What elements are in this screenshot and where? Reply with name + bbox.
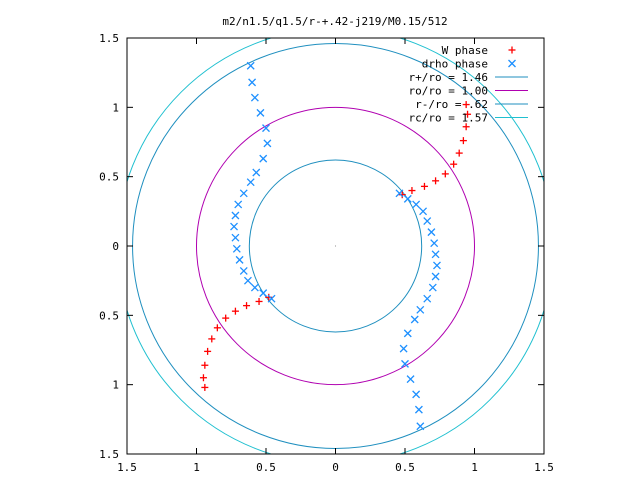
point-s1-2 <box>412 200 421 209</box>
axis-ticks: 1.5 1 0.5 0 0.5 1 1.51.510.500.511.5 <box>99 32 554 474</box>
point-s1-23 <box>250 283 259 292</box>
point-s1-15 <box>399 344 408 353</box>
legend-label-3: ro/ro = 1.00 <box>409 85 488 98</box>
point-s0-9 <box>464 110 472 118</box>
point-s1-11 <box>423 294 432 303</box>
point-s1-0 <box>395 189 404 198</box>
point-s0-1 <box>408 187 416 195</box>
point-s1-18 <box>412 390 421 399</box>
point-s1-9 <box>431 272 440 281</box>
point-s0-11 <box>265 293 273 301</box>
point-s1-26 <box>235 255 244 264</box>
x-tick-label-2: 0.5 <box>256 461 276 474</box>
point-s0-7 <box>459 137 467 145</box>
point-s1-20 <box>416 422 425 431</box>
y-tick-label-5: 1 <box>112 101 119 114</box>
point-s0-21 <box>201 383 209 391</box>
y-tick-label-0: 1.5 <box>99 448 119 461</box>
y-tick-label-6: 1.5 <box>99 32 119 45</box>
point-s1-21 <box>267 294 276 303</box>
point-s0-8 <box>462 123 470 131</box>
y-tick-label-4: 0.5 <box>99 171 119 184</box>
point-s0-0 <box>398 191 406 199</box>
point-s1-5 <box>427 228 436 237</box>
point-s0-14 <box>231 307 239 315</box>
point-s0-4 <box>441 170 449 178</box>
point-s1-8 <box>433 261 441 270</box>
x-tick-label-5: 1 <box>471 461 478 474</box>
legend-label-2: r+/ro = 1.46 <box>409 71 488 84</box>
point-s1-30 <box>231 211 240 220</box>
x-tick-label-3: 0 <box>332 461 339 474</box>
legend-key-1 <box>508 59 516 68</box>
legend-label-5: rc/ro = 1.57 <box>409 112 488 125</box>
x-tick-label-6: 1.5 <box>534 461 554 474</box>
x-tick-label-1: 1 <box>193 461 200 474</box>
point-s0-17 <box>208 335 216 343</box>
point-s0-20 <box>199 374 207 382</box>
point-s1-38 <box>256 108 265 117</box>
point-s1-37 <box>262 124 270 133</box>
point-s0-18 <box>204 347 212 355</box>
point-s1-27 <box>232 244 241 253</box>
point-s1-17 <box>406 375 415 384</box>
chart-title: m2/n1.5/q1.5/r-+.42-j219/M0.15/512 <box>222 15 447 28</box>
point-s1-1 <box>403 194 412 203</box>
y-tick-label-3: 0 <box>112 240 119 253</box>
point-s1-35 <box>259 154 268 163</box>
point-s0-2 <box>420 182 428 190</box>
point-s1-19 <box>414 405 423 414</box>
data-points <box>199 61 472 431</box>
y-tick-label-2: 0.5 <box>99 309 119 322</box>
point-s0-12 <box>255 297 263 305</box>
point-s1-34 <box>252 168 261 177</box>
y-tick-label-1: 1 <box>112 379 119 392</box>
x-tick-label-0: 1.5 <box>117 461 137 474</box>
point-s1-12 <box>416 305 425 314</box>
point-s1-25 <box>239 267 248 275</box>
legend-label-1: drho phase <box>422 58 488 71</box>
point-s0-19 <box>201 361 209 369</box>
point-s0-10 <box>462 101 470 109</box>
point-s1-24 <box>243 276 252 285</box>
circle-1 <box>196 106 475 386</box>
point-s1-16 <box>401 359 409 368</box>
point-s1-39 <box>250 93 259 102</box>
point-s0-6 <box>455 149 463 157</box>
point-s1-13 <box>410 315 419 324</box>
point-s1-28 <box>231 233 240 242</box>
point-s0-15 <box>222 314 230 322</box>
point-s1-7 <box>431 250 440 259</box>
point-s0-3 <box>432 177 440 185</box>
legend-key-0 <box>508 46 516 54</box>
point-s1-14 <box>403 329 412 338</box>
x-tick-label-4: 0.5 <box>395 461 415 474</box>
point-s1-32 <box>239 189 248 198</box>
point-s1-29 <box>230 222 238 231</box>
point-s0-16 <box>213 324 221 332</box>
point-s1-3 <box>419 207 428 216</box>
point-s1-41 <box>246 61 255 70</box>
point-s1-22 <box>259 289 268 298</box>
circle-2 <box>248 159 423 333</box>
point-s1-36 <box>263 139 272 148</box>
point-s1-40 <box>248 78 257 87</box>
point-s1-33 <box>246 178 255 187</box>
legend-label-0: W phase <box>442 44 488 57</box>
point-s1-6 <box>430 239 439 248</box>
point-s1-4 <box>423 217 432 225</box>
point-s1-31 <box>234 200 243 209</box>
legend-label-4: r-/ro = .62 <box>415 98 488 111</box>
center-dot <box>334 245 337 247</box>
point-s0-5 <box>450 160 458 168</box>
point-s1-10 <box>428 283 437 292</box>
point-s0-13 <box>243 302 251 310</box>
